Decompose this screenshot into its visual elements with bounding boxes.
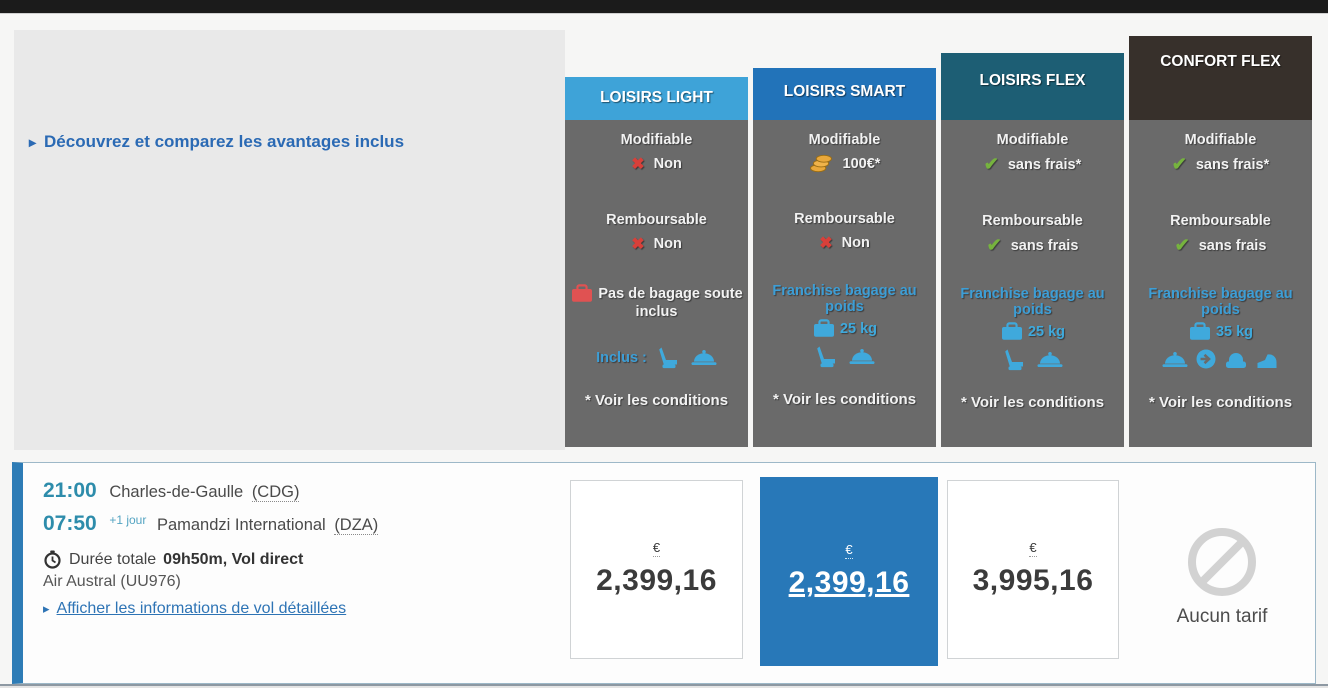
fare-header-loisirs-flex[interactable]: LOISIRS FLEX xyxy=(941,53,1124,120)
no-fare-ban-icon xyxy=(1188,528,1256,596)
fare-columns: LOISIRS LIGHT Modifiable ✖ Non Remboursa… xyxy=(565,36,1312,447)
duration-value: 09h50m, Vol direct xyxy=(163,550,304,568)
remboursable-value: sans frais xyxy=(1198,237,1267,254)
baggage-weight: 35 kg xyxy=(1215,324,1254,340)
baggage-allowance-title: Franchise bagage au poids xyxy=(772,283,917,315)
arrival-time: 07:50 xyxy=(43,512,97,535)
seat-icon xyxy=(816,346,835,368)
fare-header-confort-flex[interactable]: CONFORT FLEX xyxy=(1129,36,1312,120)
price-amount: 3,995,16 xyxy=(972,564,1094,597)
lounge-icon xyxy=(1257,354,1277,368)
arrival-airport: Pamandzi International xyxy=(156,516,326,534)
suitcase-icon xyxy=(571,284,594,303)
flight-details-label: Afficher les informations de vol détaill… xyxy=(56,600,347,617)
departure-airport-code[interactable]: (CDG) xyxy=(251,483,300,502)
cross-icon: ✖ xyxy=(631,236,645,253)
fare-body-loisirs-light: Modifiable ✖ Non Remboursable ✖ Non Pas … xyxy=(565,120,748,447)
suitcase-icon xyxy=(812,319,836,338)
seat-icon xyxy=(659,347,677,369)
compare-benefits-link[interactable]: ▸ Découvrez et comparez les avantages inc… xyxy=(29,132,404,152)
no-baggage-text: Pas de bagage soute inclus xyxy=(598,285,743,320)
benefits-panel: ▸ Découvrez et comparez les avantages inc… xyxy=(14,30,565,450)
baggage-allowance-title: Franchise bagage au poids xyxy=(1148,286,1293,318)
meal-cloche-icon xyxy=(1162,351,1188,367)
conditions-note: * Voir les conditions xyxy=(960,394,1105,411)
check-icon: ✔ xyxy=(986,235,1002,255)
remboursable-label: Remboursable xyxy=(982,213,1083,229)
flight-details-link[interactable]: ▸ Afficher les informations de vol détail… xyxy=(43,600,378,618)
departure-airport: Charles-de-Gaulle xyxy=(109,483,244,501)
check-icon: ✔ xyxy=(1171,154,1187,174)
price-cell-loisirs-light[interactable]: € 2,399,16 xyxy=(570,480,743,659)
seat-icon xyxy=(1004,349,1023,371)
remboursable-label: Remboursable xyxy=(606,212,707,228)
fare-column-confort-flex: CONFORT FLEX Modifiable ✔ sans frais* Re… xyxy=(1129,36,1312,447)
suitcase-icon xyxy=(1188,322,1212,341)
check-icon: ✔ xyxy=(983,154,999,174)
top-bar xyxy=(0,0,1328,14)
modifiable-value: sans frais* xyxy=(1195,156,1270,173)
remboursable-value: Non xyxy=(841,235,870,251)
cross-icon: ✖ xyxy=(631,156,645,173)
bottom-divider xyxy=(0,684,1328,686)
duration-label: Durée totale xyxy=(69,550,157,568)
fare-column-loisirs-light: LOISIRS LIGHT Modifiable ✖ Non Remboursa… xyxy=(565,77,748,447)
compare-benefits-label: Découvrez et comparez les avantages incl… xyxy=(44,132,405,151)
remboursable-label: Remboursable xyxy=(1170,213,1271,229)
arrival-day-offset: +1 jour xyxy=(109,512,147,527)
conditions-note: * Voir les conditions xyxy=(584,392,729,409)
armchair-icon xyxy=(1226,353,1246,368)
modifiable-value: Non xyxy=(653,156,682,172)
euro-currency-label: € xyxy=(845,542,853,559)
baggage-allowance-title: Franchise bagage au poids xyxy=(960,286,1105,318)
check-icon: ✔ xyxy=(1174,235,1190,255)
modifiable-label: Modifiable xyxy=(808,132,881,148)
baggage-weight: 25 kg xyxy=(839,321,878,337)
meal-cloche-icon xyxy=(1037,352,1062,367)
euro-currency-label: € xyxy=(652,540,661,557)
coins-icon xyxy=(809,154,832,173)
fare-body-confort-flex: Modifiable ✔ sans frais* Remboursable ✔ … xyxy=(1129,120,1312,447)
fare-body-loisirs-smart: Modifiable 100€* Remboursable ✖ Non Fran… xyxy=(753,120,936,447)
modifiable-label: Modifiable xyxy=(1184,132,1257,148)
arrival-airport-code[interactable]: (DZA) xyxy=(334,516,379,535)
euro-currency-label: € xyxy=(1029,540,1037,557)
fare-column-loisirs-smart: LOISIRS SMART Modifiable 100€* Remboursa… xyxy=(753,68,936,447)
price-cell-loisirs-flex[interactable]: € 3,995,16 xyxy=(947,480,1119,659)
fare-header-loisirs-smart[interactable]: LOISIRS SMART xyxy=(753,68,936,120)
remboursable-value: Non xyxy=(653,236,682,252)
no-fare-label: Aucun tarif xyxy=(1176,606,1268,627)
modifiable-label: Modifiable xyxy=(620,132,693,148)
suitcase-icon xyxy=(1000,322,1024,341)
modifiable-value: 100€* xyxy=(842,155,881,172)
price-amount: 2,399,16 xyxy=(788,566,910,599)
bottom-fill xyxy=(0,686,1328,688)
meal-cloche-icon xyxy=(691,350,717,365)
priority-arrow-icon xyxy=(1195,348,1217,370)
price-amount: 2,399,16 xyxy=(596,564,717,597)
included-label: Inclus : xyxy=(596,349,647,366)
airline-flight-number: Air Austral (UU976) xyxy=(43,573,181,590)
modifiable-value: sans frais* xyxy=(1007,156,1082,173)
fare-column-loisirs-flex: LOISIRS FLEX Modifiable ✔ sans frais* Re… xyxy=(941,53,1124,447)
departure-time: 21:00 xyxy=(43,479,97,502)
triangle-bullet-icon: ▸ xyxy=(29,134,37,150)
cross-icon: ✖ xyxy=(819,235,833,252)
conditions-note: * Voir les conditions xyxy=(1148,394,1293,411)
conditions-note: * Voir les conditions xyxy=(772,391,917,408)
fare-body-loisirs-flex: Modifiable ✔ sans frais* Remboursable ✔ … xyxy=(941,120,1124,447)
remboursable-label: Remboursable xyxy=(794,211,895,227)
price-cell-loisirs-smart-selected[interactable]: € 2,399,16 xyxy=(760,477,938,666)
meal-cloche-icon xyxy=(849,349,874,364)
fare-header-loisirs-light[interactable]: LOISIRS LIGHT xyxy=(565,77,748,120)
price-cell-confort-flex-unavailable: Aucun tarif xyxy=(1128,508,1316,648)
triangle-bullet-icon: ▸ xyxy=(43,601,50,616)
flight-info: 21:00 Charles-de-Gaulle (CDG) 07:50 +1 j… xyxy=(43,479,379,618)
modifiable-label: Modifiable xyxy=(996,132,1069,148)
stopwatch-icon xyxy=(44,550,61,569)
remboursable-value: sans frais xyxy=(1010,237,1079,254)
baggage-weight: 25 kg xyxy=(1027,324,1066,340)
